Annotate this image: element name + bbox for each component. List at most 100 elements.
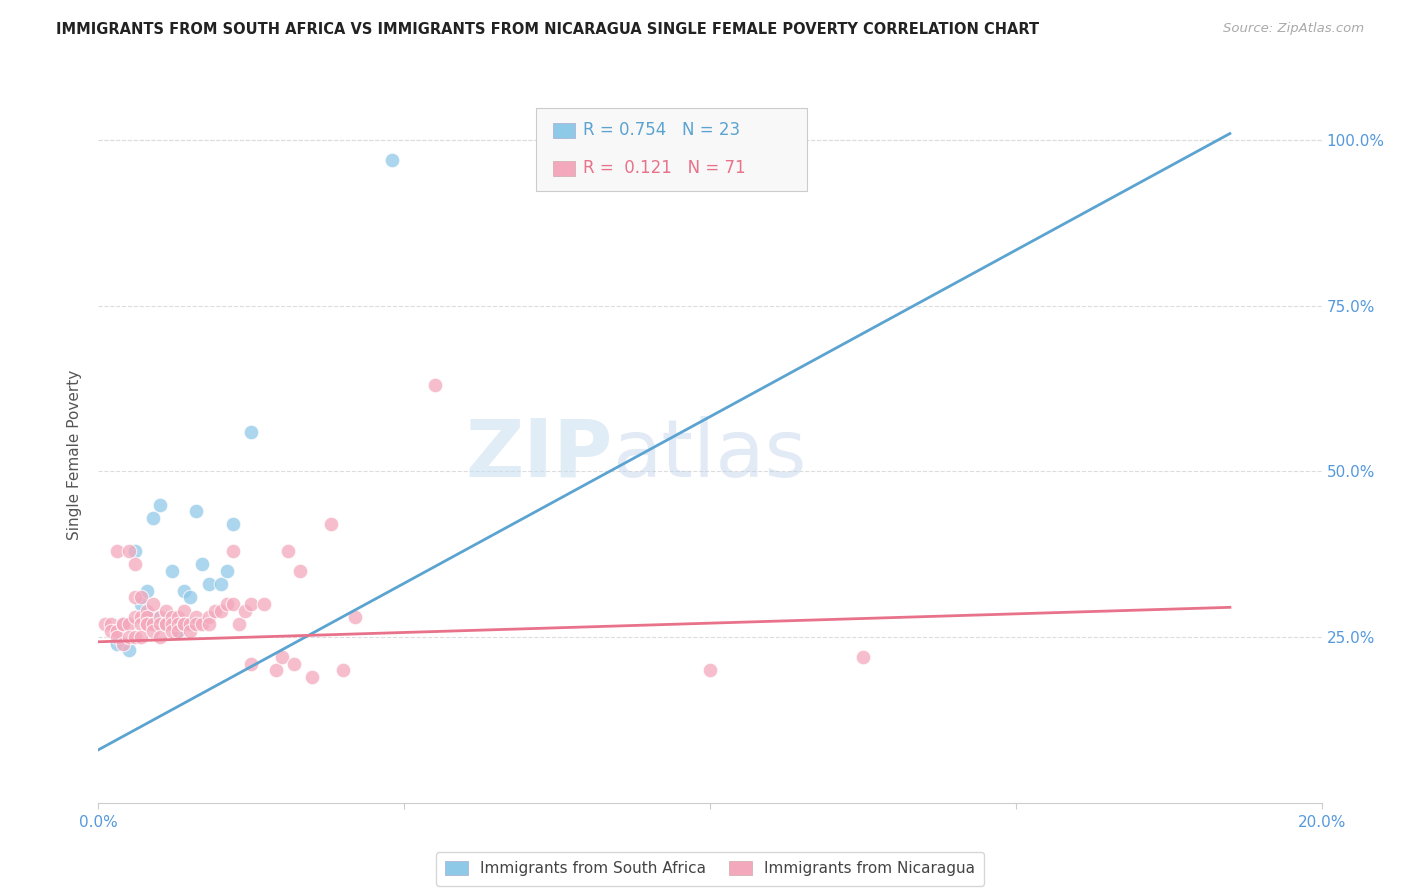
Point [215, 564, 238, 578]
Point [222, 517, 245, 532]
Point [283, 657, 305, 671]
Point [215, 597, 238, 611]
Point [149, 610, 172, 624]
Point [118, 544, 141, 558]
Point [228, 616, 250, 631]
Text: IMMIGRANTS FROM SOUTH AFRICA VS IMMIGRANTS FROM NICARAGUA SINGLE FEMALE POVERTY : IMMIGRANTS FROM SOUTH AFRICA VS IMMIGRAN… [56, 22, 1039, 37]
Text: Source: ZipAtlas.com: Source: ZipAtlas.com [1223, 22, 1364, 36]
Legend: Immigrants from South Africa, Immigrants from Nicaragua: Immigrants from South Africa, Immigrants… [436, 852, 984, 886]
Point [277, 544, 299, 558]
Point [173, 583, 195, 598]
Point [191, 616, 214, 631]
Point [142, 624, 165, 638]
Point [160, 564, 183, 578]
Point [167, 616, 190, 631]
Point [197, 616, 219, 631]
Point [118, 643, 141, 657]
Text: R =  0.121   N = 71: R = 0.121 N = 71 [583, 160, 747, 178]
Point [142, 610, 165, 624]
Point [129, 610, 152, 624]
Point [173, 616, 195, 631]
Point [240, 425, 263, 439]
Point [319, 517, 342, 532]
Point [129, 597, 152, 611]
Point [699, 663, 721, 677]
Point [290, 564, 312, 578]
Point [209, 577, 232, 591]
Point [270, 650, 292, 665]
Point [155, 604, 177, 618]
Text: ZIP: ZIP [465, 416, 612, 494]
Point [167, 616, 190, 631]
Point [136, 583, 159, 598]
Point [105, 630, 128, 644]
Point [167, 624, 190, 638]
Point [136, 616, 159, 631]
Point [423, 378, 446, 392]
Point [149, 630, 172, 644]
Point [124, 558, 146, 572]
Point [852, 650, 875, 665]
Point [155, 616, 177, 631]
Point [124, 544, 146, 558]
Point [100, 624, 122, 638]
Point [142, 616, 165, 631]
Point [155, 616, 177, 631]
Point [167, 610, 190, 624]
Point [179, 624, 201, 638]
Point [100, 616, 122, 631]
Point [111, 637, 134, 651]
Point [105, 637, 128, 651]
Point [197, 610, 219, 624]
Point [160, 616, 183, 631]
Point [136, 610, 159, 624]
Point [160, 616, 183, 631]
Point [222, 544, 245, 558]
Point [142, 597, 165, 611]
Point [179, 591, 201, 605]
Point [186, 504, 208, 518]
Point [93, 616, 115, 631]
Point [129, 591, 152, 605]
Y-axis label: Single Female Poverty: Single Female Poverty [67, 370, 83, 540]
Point [381, 153, 404, 167]
Point [240, 657, 263, 671]
Point [149, 616, 172, 631]
Point [142, 511, 165, 525]
Point [301, 670, 323, 684]
Point [264, 663, 287, 677]
Point [167, 624, 190, 638]
Point [344, 610, 367, 624]
Point [111, 616, 134, 631]
Point [118, 616, 141, 631]
Point [129, 630, 152, 644]
Point [191, 558, 214, 572]
Point [105, 624, 128, 638]
Point [136, 604, 159, 618]
Point [136, 616, 159, 631]
Point [252, 597, 274, 611]
Point [173, 616, 195, 631]
Point [129, 616, 152, 631]
Point [111, 616, 134, 631]
Point [186, 616, 208, 631]
Point [186, 610, 208, 624]
Point [155, 616, 177, 631]
Point [160, 624, 183, 638]
Text: R = 0.754   N = 23: R = 0.754 N = 23 [583, 121, 741, 139]
Point [179, 616, 201, 631]
Point [204, 604, 226, 618]
Point [332, 663, 354, 677]
Point [124, 591, 146, 605]
Text: atlas: atlas [612, 416, 807, 494]
Point [209, 604, 232, 618]
Point [240, 597, 263, 611]
Point [197, 577, 219, 591]
Point [105, 544, 128, 558]
Point [124, 630, 146, 644]
Point [118, 630, 141, 644]
Point [222, 597, 245, 611]
Point [233, 604, 256, 618]
Point [160, 610, 183, 624]
Point [124, 610, 146, 624]
